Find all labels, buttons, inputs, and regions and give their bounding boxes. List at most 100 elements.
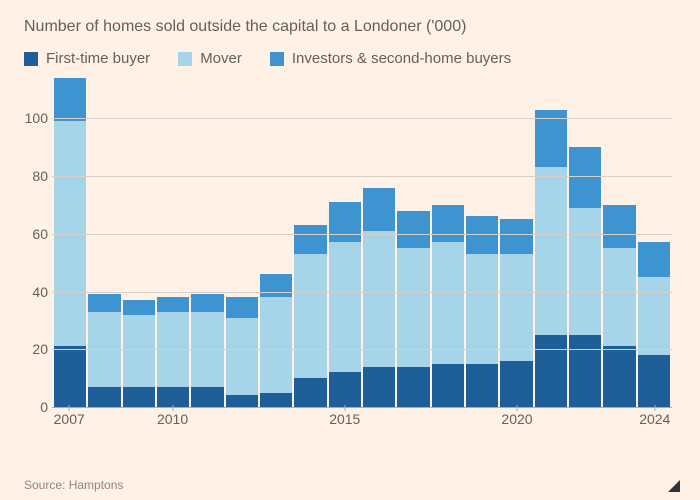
y-axis-label: 20 [24,341,48,357]
bar-segment [123,387,155,407]
gridline [52,292,672,293]
x-axis-label: 2007 [54,411,85,427]
legend-swatch-icon [270,52,284,66]
bar-segment [54,346,86,407]
bar-segment [569,208,601,335]
bar-segment [88,387,120,407]
bar-segment [500,254,532,361]
bar-segment [260,297,292,392]
source-text: Source: Hamptons [24,478,123,492]
y-axis-label: 80 [24,168,48,184]
x-axis-label: 2020 [501,411,532,427]
bar-column [500,75,532,407]
bar-column [123,75,155,407]
bar-segment [260,274,292,297]
bar-column [191,75,223,407]
chart-container: Number of homes sold outside the capital… [0,0,700,500]
bar-segment [226,318,258,396]
bar-column [329,75,361,407]
legend-label: Mover [200,50,242,67]
bar-column [294,75,326,407]
bar-segment [569,335,601,407]
x-axis: 2007 2010 2015 2020 2024 [52,407,672,433]
bar-segment [294,225,326,254]
bar-column [54,75,86,407]
bar-segment [54,78,86,121]
bar-segment [123,300,155,314]
bar-segment [329,202,361,242]
legend: First-time buyer Mover Investors & second-… [24,50,676,67]
bar-column [432,75,464,407]
bar-column [260,75,292,407]
bar-segment [88,294,120,311]
bar-segment [466,364,498,407]
bar-segment [329,242,361,372]
legend-item: Mover [178,50,242,67]
bar-segment [363,188,395,231]
bar-segment [397,367,429,407]
bars-group [52,75,672,407]
bar-segment [123,315,155,387]
bar-segment [466,254,498,364]
y-axis-label: 0 [24,399,48,415]
gridline [52,176,672,177]
gridline [52,234,672,235]
bar-segment [363,231,395,367]
x-axis-label: 2024 [639,411,670,427]
legend-item: First-time buyer [24,50,150,67]
legend-item: Investors & second-home buyers [270,50,511,67]
bar-segment [157,297,189,311]
bar-segment [603,248,635,346]
brand-mark-icon [668,480,680,492]
bar-segment [603,205,635,248]
bar-segment [500,361,532,407]
legend-swatch-icon [178,52,192,66]
gridline [52,349,672,350]
bar-column [88,75,120,407]
bar-segment [432,364,464,407]
chart-area: 020406080100 20072010201520202024 [24,75,676,433]
chart-subtitle: Number of homes sold outside the capital… [24,18,676,36]
bar-segment [638,242,670,277]
gridline [52,118,672,119]
legend-swatch-icon [24,52,38,66]
bar-segment [363,367,395,407]
y-axis-label: 60 [24,226,48,242]
bar-segment [191,294,223,311]
bar-segment [569,147,601,208]
y-axis-label: 100 [24,110,48,126]
bar-column [226,75,258,407]
legend-label: Investors & second-home buyers [292,50,511,67]
bar-column [157,75,189,407]
bar-column [638,75,670,407]
bar-column [603,75,635,407]
y-axis-label: 40 [24,284,48,300]
bar-segment [226,297,258,317]
bar-segment [432,205,464,243]
bar-segment [329,372,361,407]
x-axis-label: 2010 [157,411,188,427]
bar-segment [535,335,567,407]
legend-label: First-time buyer [46,50,150,67]
x-axis-label: 2015 [329,411,360,427]
bar-segment [294,254,326,378]
bar-segment [432,242,464,363]
bar-segment [294,378,326,407]
bar-column [363,75,395,407]
plot-area: 020406080100 [52,75,672,407]
bar-segment [466,216,498,254]
bar-segment [397,211,429,249]
bar-column [466,75,498,407]
bar-segment [260,393,292,407]
bar-segment [603,346,635,407]
bar-column [535,75,567,407]
bar-segment [226,395,258,407]
bar-segment [157,387,189,407]
bar-segment [638,355,670,407]
bar-column [397,75,429,407]
bar-segment [500,219,532,254]
bar-segment [638,277,670,355]
bar-segment [191,387,223,407]
bar-column [569,75,601,407]
bar-segment [535,167,567,334]
